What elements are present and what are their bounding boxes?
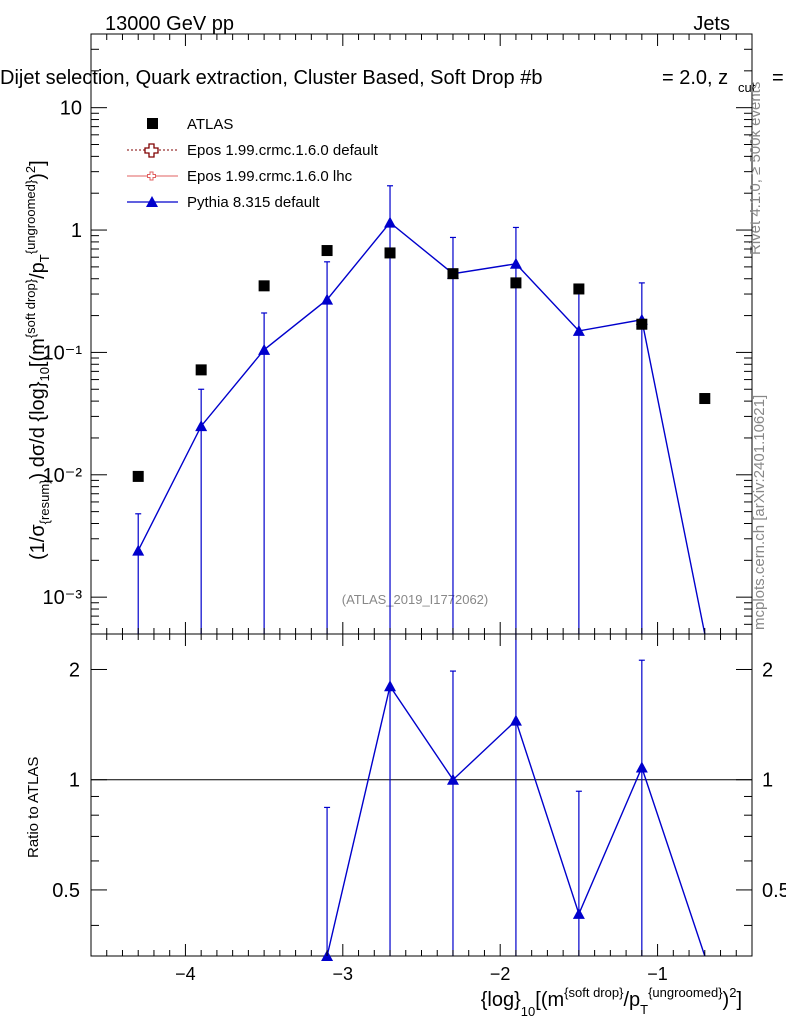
pythia-line: [138, 223, 705, 634]
ratio-marker: [384, 680, 396, 691]
legend-epos-default-label: Epos 1.99.crmc.1.6.0 default: [187, 142, 379, 159]
atlas-marker: [322, 245, 333, 256]
ratio-marker: [510, 715, 522, 726]
y-tick-label: 10⁻³: [43, 587, 83, 609]
atlas-marker: [447, 268, 458, 279]
ratio-tick-label: 0.5: [52, 880, 80, 902]
atlas-marker: [699, 393, 710, 404]
legend-epos-default-marker: [145, 144, 158, 157]
atlas-marker: [385, 247, 396, 258]
x-axis-label: {log}10[(m{soft drop}/pT{ungroomed})2]: [481, 985, 742, 1019]
ratio-tick-label-right: 0.5: [762, 880, 786, 902]
y-axis-label-ratio: Ratio to ATLAS: [25, 757, 42, 858]
category-label: Jets: [693, 13, 730, 35]
ratio-marker: [573, 908, 585, 919]
mcplots-label: mcplots.cern.ch [arXiv:2401.10621]: [751, 395, 768, 630]
legend: ATLAS Epos 1.99.crmc.1.6.0 default Epos …: [127, 116, 379, 211]
ratio-tick-label: 2: [69, 659, 80, 681]
plot-title-tail: = 2.0, z: [662, 67, 728, 89]
legend-epos-lhc-label: Epos 1.99.crmc.1.6.0 lhc: [187, 168, 353, 185]
chart: 13000 GeV pp Jets Dijet selection, Quark…: [0, 0, 786, 1024]
analysis-watermark: (ATLAS_2019_I1772062): [342, 592, 488, 607]
pythia-marker: [258, 344, 270, 355]
legend-atlas-marker: [147, 118, 158, 129]
ratio-plot-layer: [91, 634, 752, 961]
legend-epos-lhc-marker: [148, 172, 156, 180]
y-tick-label: 1: [71, 220, 82, 242]
atlas-marker: [133, 471, 144, 482]
title-tail-eq: =: [772, 67, 784, 89]
atlas-marker: [510, 277, 521, 288]
pythia-marker: [132, 545, 144, 556]
pythia-marker: [510, 258, 522, 269]
plot-title: Dijet selection, Quark extraction, Clust…: [0, 67, 542, 89]
title-overlap: = 2.0, z: [662, 67, 728, 89]
x-tick-label: −3: [333, 964, 354, 984]
energy-label: 13000 GeV pp: [105, 13, 234, 35]
ratio-tick-label: 1: [69, 770, 80, 792]
atlas-marker: [259, 280, 270, 291]
y-tick-label: 10: [60, 98, 82, 120]
atlas-marker: [573, 283, 584, 294]
pythia-marker: [384, 217, 396, 228]
ratio-tick-label-right: 1: [762, 770, 773, 792]
y-tick-label: 10⁻²: [43, 465, 83, 487]
x-tick-label: −1: [647, 964, 668, 984]
legend-pythia-label: Pythia 8.315 default: [187, 194, 320, 211]
main-plot-layer: [132, 186, 710, 634]
ratio-tick-label-right: 2: [762, 659, 773, 681]
ratio-frame: [91, 634, 752, 956]
atlas-marker: [196, 364, 207, 375]
ratio-marker: [636, 761, 648, 772]
x-tick-label: −4: [175, 964, 196, 984]
x-tick-label: −2: [490, 964, 511, 984]
atlas-marker: [636, 319, 647, 330]
y-tick-label: 10⁻¹: [43, 342, 83, 364]
legend-atlas-label: ATLAS: [187, 116, 233, 133]
